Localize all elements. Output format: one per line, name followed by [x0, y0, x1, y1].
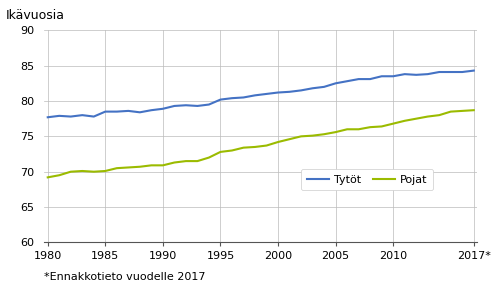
Tytöt — [206, 103, 212, 106]
Tytöt — [264, 92, 270, 96]
Tytöt — [367, 77, 373, 81]
Pojat — [114, 166, 120, 170]
Tytöt — [45, 115, 51, 119]
Pojat — [79, 169, 85, 173]
Tytöt — [298, 88, 304, 92]
Tytöt — [114, 110, 120, 113]
Pojat — [91, 170, 97, 174]
Tytöt — [102, 110, 108, 113]
Pojat — [183, 159, 189, 163]
Tytöt — [390, 75, 396, 78]
Pojat — [125, 166, 131, 169]
Tytöt — [287, 90, 293, 94]
Pojat — [425, 115, 430, 118]
Pojat — [460, 109, 465, 113]
Pojat — [309, 134, 315, 138]
Line: Pojat: Pojat — [48, 110, 474, 177]
Pojat — [171, 161, 177, 164]
Tytöt — [171, 104, 177, 108]
Tytöt — [344, 79, 350, 83]
Tytöt — [241, 96, 246, 99]
Tytöt — [252, 94, 258, 97]
Text: Ikävuosia: Ikävuosia — [5, 9, 64, 22]
Tytöt — [460, 70, 465, 74]
Pojat — [471, 108, 477, 112]
Pojat — [321, 132, 327, 136]
Tytöt — [91, 115, 97, 118]
Pojat — [287, 137, 293, 141]
Pojat — [356, 128, 362, 131]
Tytöt — [137, 111, 143, 114]
Pojat — [413, 117, 419, 121]
Tytöt — [194, 104, 200, 108]
Pojat — [217, 150, 223, 154]
Tytöt — [471, 69, 477, 72]
Tytöt — [183, 103, 189, 107]
Pojat — [333, 130, 338, 134]
Pojat — [160, 164, 166, 167]
Tytöt — [333, 82, 338, 85]
Tytöt — [379, 75, 385, 78]
Tytöt — [402, 72, 408, 76]
Tytöt — [125, 109, 131, 113]
Pojat — [298, 135, 304, 138]
Tytöt — [309, 86, 315, 90]
Tytöt — [356, 77, 362, 81]
Pojat — [194, 159, 200, 163]
Pojat — [241, 146, 246, 149]
Tytöt — [436, 70, 442, 74]
Pojat — [149, 164, 154, 167]
Tytöt — [79, 113, 85, 117]
Tytöt — [217, 98, 223, 102]
Pojat — [436, 113, 442, 117]
Pojat — [102, 169, 108, 173]
Tytöt — [321, 85, 327, 89]
Pojat — [275, 140, 281, 144]
Tytöt — [229, 96, 235, 100]
Tytöt — [413, 73, 419, 77]
Line: Tytöt: Tytöt — [48, 71, 474, 117]
Pojat — [229, 149, 235, 152]
Pojat — [206, 156, 212, 159]
Pojat — [264, 144, 270, 147]
Pojat — [137, 165, 143, 168]
Pojat — [390, 122, 396, 125]
Tytöt — [149, 108, 154, 112]
Pojat — [56, 173, 62, 177]
Pojat — [252, 145, 258, 149]
Pojat — [367, 125, 373, 129]
Tytöt — [56, 114, 62, 118]
Pojat — [45, 175, 51, 179]
Tytöt — [448, 70, 454, 74]
Pojat — [448, 110, 454, 113]
Text: *Ennakkotieto vuodelle 2017: *Ennakkotieto vuodelle 2017 — [44, 272, 206, 282]
Tytöt — [425, 72, 430, 76]
Pojat — [402, 119, 408, 123]
Pojat — [379, 125, 385, 128]
Tytöt — [275, 91, 281, 94]
Tytöt — [160, 107, 166, 111]
Legend: Tytöt, Pojat: Tytöt, Pojat — [301, 169, 433, 190]
Pojat — [344, 128, 350, 131]
Tytöt — [68, 115, 74, 118]
Pojat — [68, 170, 74, 174]
